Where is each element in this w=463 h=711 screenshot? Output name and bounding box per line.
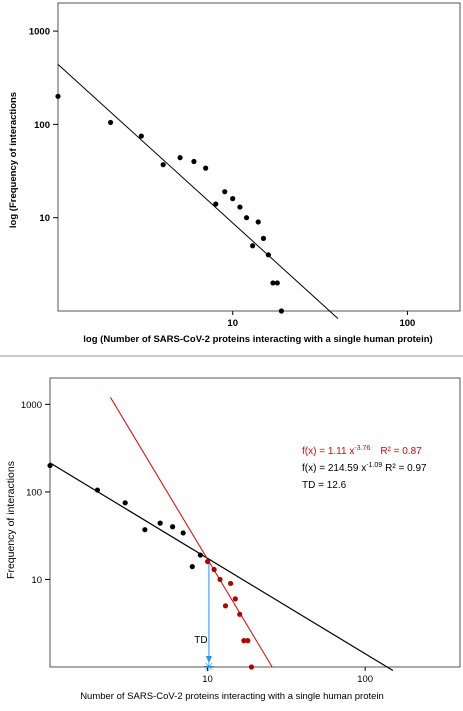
chart-2: 10 100 1000 10 100 ✳ TD f(x) = 1.11 x-3.76 R… <box>5 377 461 702</box>
chart2-data-point <box>122 500 128 506</box>
chart2-x-tick-label: 10 <box>202 674 213 685</box>
chart2-fit-line-black <box>49 462 394 672</box>
chart1-data-point <box>107 119 114 126</box>
chart1-x-axis: 10 100 <box>227 311 415 329</box>
chart1-data-point <box>222 189 228 195</box>
chart2-y-tick-label: 1000 <box>21 400 42 411</box>
chart2-data-point <box>248 664 255 670</box>
chart2-data-point <box>241 638 247 644</box>
chart2-data-point <box>47 462 53 469</box>
chart1-data-point <box>177 155 183 161</box>
chart1-data-point <box>191 158 197 165</box>
chart1-data-point <box>160 162 166 168</box>
td-label: TD <box>194 635 207 646</box>
td-star-marker: ✳ <box>203 659 214 674</box>
chart1-data-point <box>203 165 209 171</box>
chart2-x-axis-label: Number of SARS-CoV-2 proteins interactin… <box>80 691 384 702</box>
chart1-data-point <box>274 280 280 286</box>
chart2-data-point <box>142 527 148 533</box>
chart1-data-point <box>270 280 276 286</box>
chart1-plot-frame <box>57 2 461 312</box>
chart2-data-point <box>237 611 243 617</box>
chart2-points <box>47 462 255 670</box>
chart1-data-point <box>138 133 144 139</box>
chart1-data-point <box>55 93 61 99</box>
chart1-x-tick-label: 10 <box>227 318 238 329</box>
chart1-data-point <box>250 243 256 249</box>
chart2-data-point <box>170 524 176 530</box>
chart1-y-tick-label: 100 <box>34 120 50 131</box>
chart1-data-point <box>213 201 219 207</box>
chart1-fit-line <box>57 63 339 319</box>
chart1-data-point <box>278 308 285 314</box>
chart1-y-tick-label: 10 <box>39 213 50 224</box>
chart2-y-tick-label: 100 <box>26 487 42 498</box>
chart2-data-point <box>217 576 223 583</box>
chart2-y-axis: 10 100 1000 <box>21 400 50 586</box>
chart2-data-point <box>94 487 101 493</box>
chart1-points <box>55 93 285 314</box>
chart2-data-point <box>204 558 211 565</box>
chart2-y-tick-label: 10 <box>31 575 42 586</box>
chart2-x-tick-label: 100 <box>357 674 373 685</box>
black-equation: f(x) = 214.59 x-1.09 R² = 0.97 <box>302 462 427 474</box>
chart2-data-point <box>227 580 234 587</box>
red-equation: f(x) = 1.11 x-3.76 R² = 0.87 <box>302 445 422 457</box>
chart2-fit-line-red <box>110 397 273 668</box>
chart2-data-point <box>245 638 251 644</box>
chart1-data-point <box>230 196 236 202</box>
td-arrowhead <box>205 656 212 663</box>
chart1-data-point <box>255 219 261 225</box>
chart1-data-point <box>237 204 243 210</box>
chart2-x-axis: 10 100 <box>202 667 373 685</box>
chart2-data-point <box>189 564 195 570</box>
chart1-y-axis: 10 100 1000 <box>29 27 58 224</box>
chart1-data-point <box>243 215 250 221</box>
td-equation: TD = 12.6 <box>302 480 347 491</box>
chart1-y-tick-label: 1000 <box>29 27 50 38</box>
chart2-data-point <box>222 603 229 609</box>
chart-1: 10 100 1000 10 100 log (Number of SARS-CoV-… <box>8 2 461 345</box>
chart2-y-axis-label: Frequency of interactions <box>5 461 17 579</box>
chart2-data-point <box>232 596 238 602</box>
chart1-x-tick-label: 100 <box>399 318 415 329</box>
chart1-y-axis-label: log (Frequency of interactions <box>8 92 19 228</box>
chart2-data-point <box>211 566 217 573</box>
chart2-plot-frame <box>49 377 461 668</box>
chart2-data-point <box>197 552 203 558</box>
chart1-data-point <box>260 235 267 241</box>
chart1-data-point <box>265 252 271 258</box>
chart1-x-axis-label: log (Number of SARS-CoV-2 proteins inter… <box>83 334 432 345</box>
chart2-data-point <box>157 520 163 526</box>
chart2-data-point <box>180 530 186 536</box>
